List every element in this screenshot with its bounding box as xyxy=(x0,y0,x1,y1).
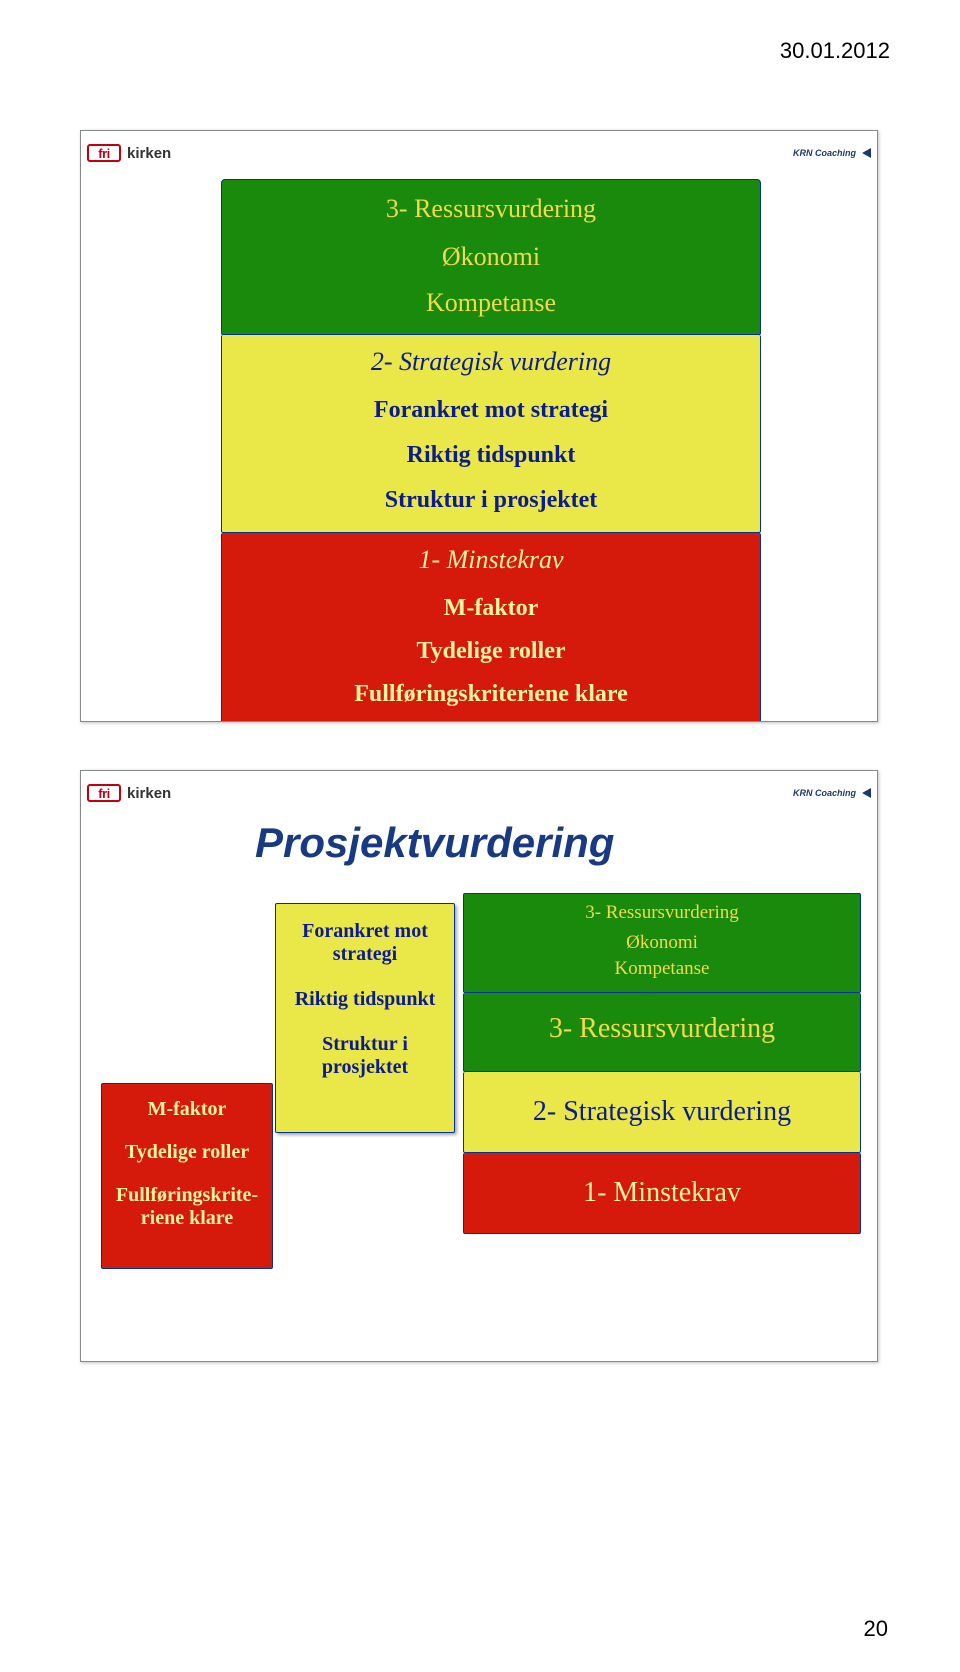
brand-right-label: KRN Coaching xyxy=(793,788,856,798)
slide1-yellow-row: Riktig tidspunkt xyxy=(232,442,750,469)
slide2-yellow-box: Forankret mot strategi Riktig tidspunkt … xyxy=(275,903,455,1133)
slide1-red-row: Tydelige roller xyxy=(232,638,750,665)
triangle-icon xyxy=(862,148,871,158)
slide-1: fri kirken KRN Coaching 3- Ressursvurder… xyxy=(80,130,878,722)
slide1-red-pane: 1- Minstekrav M-faktor Tydelige roller F… xyxy=(221,533,761,722)
brand-strip: fri kirken KRN Coaching xyxy=(87,781,871,805)
triangle-icon xyxy=(862,788,871,798)
slide2-red-row: M-faktor xyxy=(108,1098,266,1121)
brand-left: fri kirken xyxy=(87,784,171,802)
brand-left: fri kirken xyxy=(87,144,171,162)
slide2-yellow-row: Riktig tidspunkt xyxy=(284,988,446,1011)
brand-strip: fri kirken KRN Coaching xyxy=(87,141,871,165)
slides-container: fri kirken KRN Coaching 3- Ressursvurder… xyxy=(0,0,960,1470)
slide1-green-row: Økonomi xyxy=(232,242,750,272)
slide1-yellow-row: Struktur i prosjektet xyxy=(232,487,750,514)
brand-right-label: KRN Coaching xyxy=(793,148,856,158)
slide2-red-row: Tydelige roller xyxy=(108,1141,266,1164)
slide1-yellow-title: 2- Strategisk vurdering xyxy=(232,347,750,377)
slide2-green-small: 3- Ressursvurdering Økonomi Kompetanse xyxy=(463,893,861,993)
brand-right: KRN Coaching xyxy=(793,148,871,158)
slide1-red-title: 1- Minstekrav xyxy=(232,545,750,575)
page: 30.01.2012 fri kirken KRN Coaching 3- Re… xyxy=(0,0,960,1672)
page-number: 20 xyxy=(864,1616,888,1642)
date-header: 30.01.2012 xyxy=(780,38,890,64)
slide1-yellow-row: Forankret mot strategi xyxy=(232,397,750,424)
logo-fri-icon: fri xyxy=(87,144,121,162)
brand-right: KRN Coaching xyxy=(793,788,871,798)
slide2-green-small-title: 3- Ressursvurdering xyxy=(472,902,852,924)
slide1-yellow-pane: 2- Strategisk vurdering Forankret mot st… xyxy=(221,335,761,533)
slide1-green-pane: 3- Ressursvurdering Økonomi Kompetanse xyxy=(221,179,761,335)
slide2-yellow-big: 2- Strategisk vurdering xyxy=(463,1072,861,1153)
slide1-stack: 3- Ressursvurdering Økonomi Kompetanse 2… xyxy=(221,179,761,722)
slide2-title: Prosjektvurdering xyxy=(255,819,614,867)
slide2-green-small-row: Kompetanse xyxy=(472,958,852,980)
logo-kirken: kirken xyxy=(127,785,171,802)
slide2-right-stack: 3- Ressursvurdering Økonomi Kompetanse 3… xyxy=(463,893,861,1234)
slide2-yellow-row: Struktur i prosjektet xyxy=(284,1033,446,1079)
slide-2: fri kirken KRN Coaching Prosjektvurderin… xyxy=(80,770,878,1362)
slide2-yellow-row: Forankret mot strategi xyxy=(284,920,446,966)
logo-fri-icon: fri xyxy=(87,784,121,802)
slide1-red-row: M-faktor xyxy=(232,595,750,622)
slide2-red-box: M-faktor Tydelige roller Fullføringskrit… xyxy=(101,1083,273,1269)
slide2-red-row: Fullføringskrite-riene klare xyxy=(108,1184,266,1230)
slide1-green-row: Kompetanse xyxy=(232,288,750,318)
slide1-green-title: 3- Ressursvurdering xyxy=(232,194,750,224)
slide2-green-big: 3- Ressursvurdering xyxy=(463,993,861,1072)
slide2-green-small-row: Økonomi xyxy=(472,932,852,954)
slide1-red-row: Fullføringskriteriene klare xyxy=(232,681,750,708)
slide2-red-big: 1- Minstekrav xyxy=(463,1153,861,1234)
logo-kirken: kirken xyxy=(127,145,171,162)
